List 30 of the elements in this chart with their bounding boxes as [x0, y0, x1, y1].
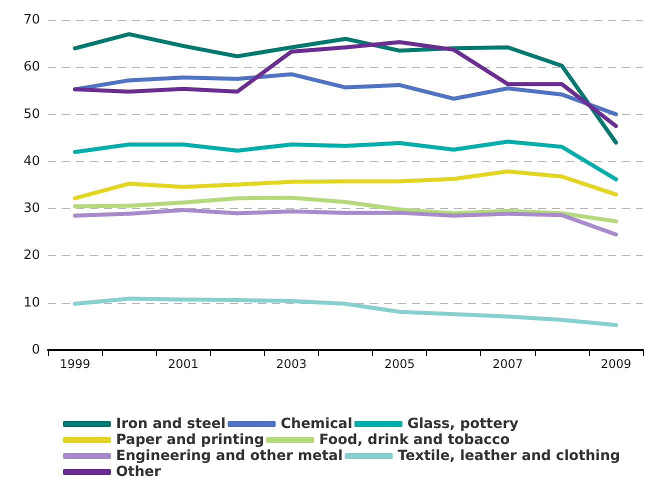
x-tick-label: 2005 — [384, 357, 415, 371]
y-tick-label: 0 — [32, 342, 40, 358]
y-tick-label: 30 — [23, 201, 40, 216]
line-series — [73, 40, 618, 128]
legend-label: Paper and printing — [116, 432, 264, 448]
x-tick-label: 2007 — [492, 357, 524, 371]
y-tick-label: 10 — [23, 295, 40, 310]
x-tick-label: 2009 — [600, 357, 632, 371]
line-series — [73, 296, 618, 328]
line-series — [73, 32, 618, 145]
legend-label: Engineering and other metal — [116, 448, 343, 464]
line-series — [73, 196, 618, 224]
line-series — [73, 208, 618, 236]
x-tick-label: 2001 — [168, 357, 198, 371]
y-tick-label: 70 — [23, 12, 40, 28]
legend-label: Glass, pottery — [407, 416, 519, 432]
y-tick-label: 60 — [23, 60, 40, 75]
line-series — [73, 169, 618, 200]
line-series — [73, 72, 618, 116]
y-tick-label: 20 — [23, 248, 40, 264]
y-tick-label: 40 — [23, 154, 40, 169]
legend-label: Food, drink and tobacco — [319, 432, 510, 448]
x-tick-label: 1999 — [60, 357, 90, 371]
line-series — [73, 140, 618, 182]
legend-label: Chemical — [280, 416, 352, 432]
y-tick-label: 50 — [23, 106, 40, 122]
legend-label: Textile, leather and clothing — [398, 448, 620, 464]
x-tick-label: 2003 — [276, 357, 307, 371]
legend-label: Other — [116, 464, 162, 480]
legend-label: Iron and steel — [116, 416, 226, 432]
